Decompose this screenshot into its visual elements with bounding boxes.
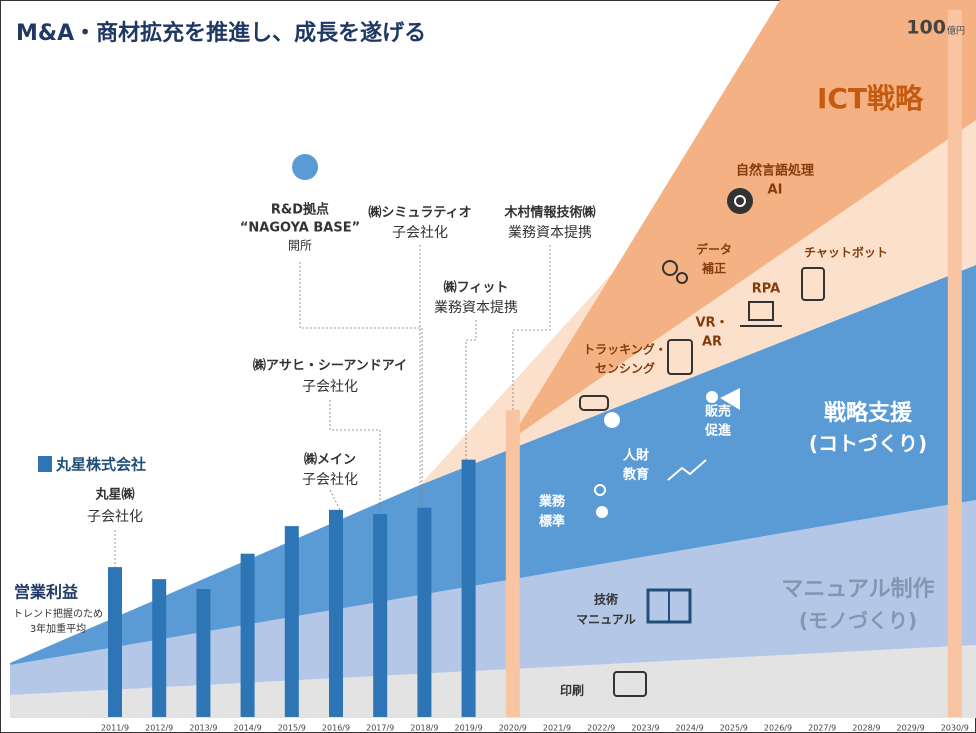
band-ict [510,0,976,440]
x-tick-label: 2016/9 [322,724,350,733]
value-unit: 億円 [947,25,965,37]
y-label: 営業利益 [14,583,78,602]
segment-label: ICT戦略 [817,82,924,115]
event-label: ㈱アサヒ・シーアンドアイ [253,358,407,374]
item-label: マニュアル [576,613,636,627]
y-note: 3年加重平均 [30,622,86,635]
connectors [114,245,551,567]
event-label: 子会社化 [302,472,358,488]
item-label: 自然言語処理 [736,163,814,179]
bar [417,507,432,717]
chart-title: M&A・商材拡充を推進し、成長を遂げる [16,20,426,46]
item-label: データ [696,242,732,257]
segment-label: (コトづくり) [809,432,927,456]
event-label: 子会社化 [392,225,448,241]
x-tick-label: 2025/9 [720,724,748,733]
bar [947,10,962,717]
x-tick-label: 2015/9 [278,724,306,733]
item-label: 人財 [623,448,649,464]
item-label: 技術 [594,592,618,607]
x-tick-label: 2021/9 [543,724,571,733]
segment-label: マニュアル制作 [781,577,934,602]
bar [505,410,520,717]
bar [240,553,255,717]
x-tick-label: 2026/9 [764,724,792,733]
item-label: 標準 [539,514,565,530]
x-tick-label: 2019/9 [455,724,483,733]
item-label: AR [702,335,722,350]
event-label: ㈱フィット [444,280,509,296]
bar [196,589,211,717]
item-label: 業務 [538,494,566,510]
x-tick-label: 2012/9 [145,724,173,733]
x-tick-label: 2020/9 [499,724,527,733]
event-label: R&D拠点 [271,202,329,218]
x-tick-label: 2030/9 [941,724,969,733]
y-note: トレンド把握のため [13,607,103,620]
x-tick-label: 2029/9 [897,724,925,733]
item-label: VR・ [695,316,728,331]
segment-label: 戦略支援 [824,400,913,426]
item-label: チャットボット [804,245,888,260]
x-tick-label: 2024/9 [676,724,704,733]
item-label: 補正 [701,261,726,276]
item-label: センシング [595,361,655,376]
icons [38,154,825,697]
item-label: 印刷 [560,684,584,698]
x-tick-label: 2011/9 [101,724,129,733]
logo: 丸星株式会社 [55,456,146,474]
item-label: 販売 [705,404,731,420]
event-label: ㈱メイン [304,452,356,468]
value-label: 100 [906,17,946,39]
x-tick-label: 2028/9 [852,724,880,733]
event-label: 子会社化 [302,379,358,395]
event-label: ㈱シミュラティオ [368,205,471,221]
event-label: “NAGOYA BASE” [240,221,360,236]
segment-label: (モノづくり) [799,609,917,633]
event-label: 開所 [288,239,312,253]
event-label: 丸星㈱ [94,487,134,503]
item-label: 教育 [622,467,649,483]
bar [373,514,388,717]
bar [284,526,299,717]
x-tick-label: 2017/9 [366,724,394,733]
event-label: 業務資本提携 [434,300,518,316]
x-tick-label: 2018/9 [410,724,438,733]
x-tick-label: 2022/9 [587,724,615,733]
x-tick-label: 2023/9 [631,724,659,733]
event-label: 木村情報技術㈱ [503,205,595,221]
event-label: 業務資本提携 [508,225,592,241]
bar [461,459,476,717]
x-tick-label: 2014/9 [234,724,262,733]
event-label: 子会社化 [87,509,143,525]
item-label: 促進 [704,423,731,439]
x-tick-label: 2027/9 [808,724,836,733]
item-label: トラッキング・ [583,342,667,357]
x-tick-label: 2013/9 [189,724,217,733]
bar [108,567,122,717]
bar [329,509,343,717]
item-label: AI [768,183,783,198]
item-label: RPA [752,282,780,297]
bar [152,579,167,717]
